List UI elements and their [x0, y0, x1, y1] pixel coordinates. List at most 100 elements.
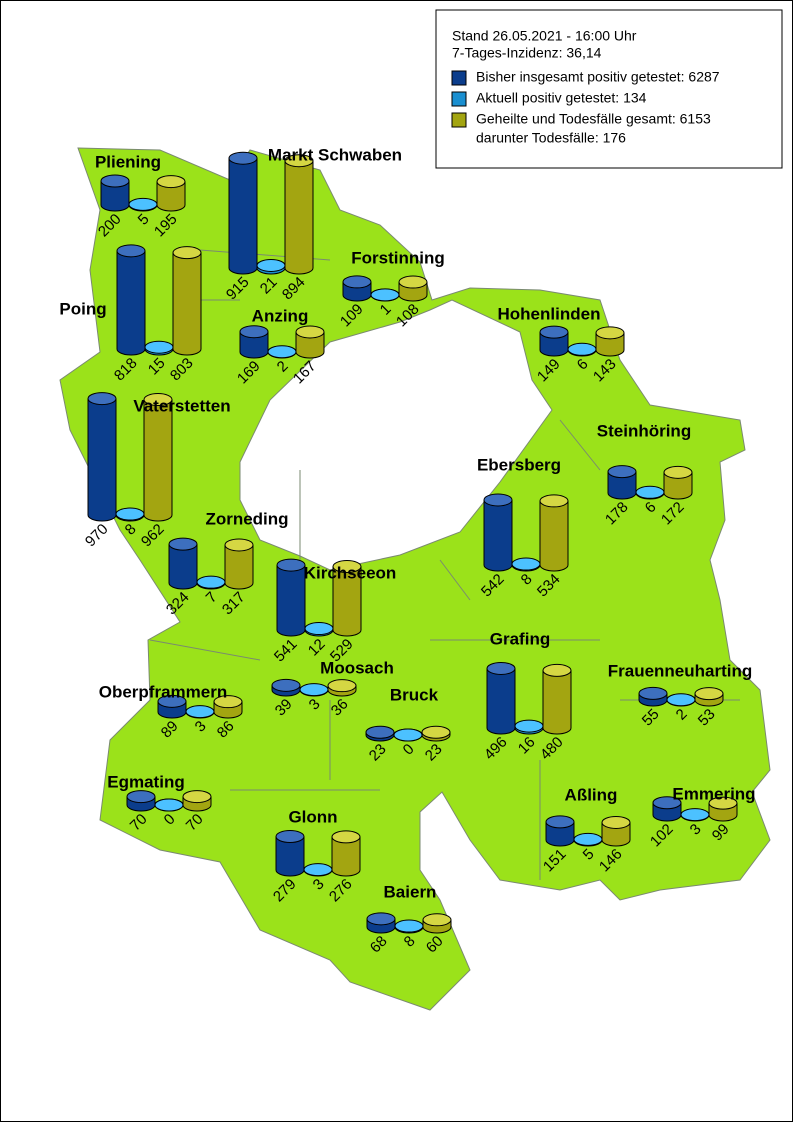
cylinder	[156, 175, 186, 212]
legend-swatch	[451, 91, 467, 107]
cylinder	[116, 244, 146, 356]
cylinder	[514, 719, 544, 735]
cylinder	[115, 507, 145, 522]
cylinder-top	[638, 686, 668, 700]
cylinder	[370, 288, 400, 302]
municipality-name: Zorneding	[205, 509, 288, 528]
municipality-name: Grafing	[490, 629, 550, 648]
cylinder-side	[331, 836, 361, 870]
municipality-name: Frauenneuharting	[608, 661, 753, 680]
cylinder-side	[539, 332, 569, 350]
cylinder	[666, 693, 696, 707]
cylinder	[486, 661, 516, 735]
cylinder-top	[393, 728, 423, 742]
cylinder-top	[539, 494, 569, 508]
cylinder-side	[398, 282, 428, 295]
legend-label: Bisher insgesamt positiv getestet: 6287	[476, 69, 720, 85]
cylinder	[694, 687, 724, 707]
municipality-name: Vaterstetten	[133, 396, 230, 415]
cylinder-top	[652, 796, 682, 810]
cylinder-top	[299, 683, 329, 697]
cylinder-side	[542, 670, 572, 728]
cylinder	[398, 275, 428, 302]
municipality-name: Bruck	[390, 685, 439, 704]
cylinder-top	[708, 796, 738, 810]
cylinder-body	[285, 160, 313, 268]
cylinder-top	[545, 815, 575, 829]
cylinder-side	[342, 281, 372, 295]
cylinder-body	[277, 565, 305, 630]
cylinder	[275, 830, 305, 877]
legend-label: Aktuell positiv getestet: 134	[476, 90, 647, 106]
cylinder	[652, 796, 682, 822]
cylinder	[331, 830, 361, 877]
cylinder-top	[228, 151, 258, 165]
cylinder	[573, 832, 603, 847]
legend-deaths: darunter Todesfälle: 176	[476, 130, 626, 146]
municipality-name: Baiern	[384, 882, 437, 901]
cylinder-top	[332, 560, 362, 574]
cylinder	[342, 275, 372, 302]
cylinder-top	[267, 345, 297, 359]
cylinder-side	[116, 250, 146, 349]
cylinder-body	[229, 158, 257, 268]
cylinder-top	[567, 342, 597, 356]
cylinder	[663, 465, 693, 500]
cylinder	[393, 728, 423, 742]
cylinder-top	[366, 912, 396, 926]
cylinder-top	[116, 244, 146, 258]
cylinder-top	[271, 678, 301, 692]
cylinder-body	[88, 398, 116, 515]
cylinder	[271, 678, 301, 697]
cylinder	[228, 151, 258, 275]
cylinder-top	[182, 790, 212, 804]
cylinder-top	[607, 465, 637, 479]
cylinder	[601, 815, 631, 847]
cylinder-side	[228, 158, 258, 268]
cylinder-side	[708, 803, 738, 815]
cylinder-top	[196, 575, 226, 589]
cylinder-top	[666, 693, 696, 707]
cylinder-top	[573, 832, 603, 846]
legend-label: Geheilte und Todesfälle gesamt: 6153	[476, 111, 711, 127]
legend-incidence: 7-Tages-Inzidenz: 36,14	[452, 45, 602, 61]
cylinder-top	[168, 537, 198, 551]
cylinder-top	[327, 679, 357, 693]
cylinder	[635, 485, 665, 500]
cylinder-top	[694, 687, 724, 701]
municipality-name: Forstinning	[351, 248, 444, 267]
cylinder-side	[239, 331, 269, 352]
cylinder-top	[514, 719, 544, 733]
cylinder-side	[172, 252, 202, 349]
cylinder-top	[331, 830, 361, 844]
legend-box	[435, 9, 783, 169]
cylinder-top	[511, 557, 541, 571]
cylinder-side	[607, 471, 637, 493]
cylinder-top	[304, 622, 334, 636]
cylinder-body	[144, 399, 172, 515]
legend-swatch	[451, 112, 467, 128]
cylinder-side	[224, 544, 254, 583]
cylinder-top	[595, 326, 625, 340]
municipality-name: Aßling	[565, 785, 618, 804]
municipality-name: Poing	[59, 299, 106, 318]
cylinder-top	[256, 258, 286, 272]
cylinder-top	[156, 175, 186, 189]
cylinder-top	[303, 863, 333, 877]
cylinder-top	[295, 325, 325, 339]
cylinder-side	[156, 181, 186, 205]
cylinder	[87, 392, 117, 522]
cylinder	[154, 798, 184, 812]
cylinder-side	[276, 565, 306, 630]
cylinder	[539, 494, 569, 572]
cylinder	[638, 686, 668, 707]
cylinder-side	[284, 160, 314, 268]
cylinder	[708, 796, 738, 822]
municipality-name: Anzing	[252, 306, 309, 325]
municipality-name: Egmating	[107, 772, 184, 791]
cylinder-side	[663, 472, 693, 493]
cylinder-top	[144, 340, 174, 354]
cylinder-top	[601, 815, 631, 829]
municipality-name: Oberpframmern	[99, 682, 227, 701]
